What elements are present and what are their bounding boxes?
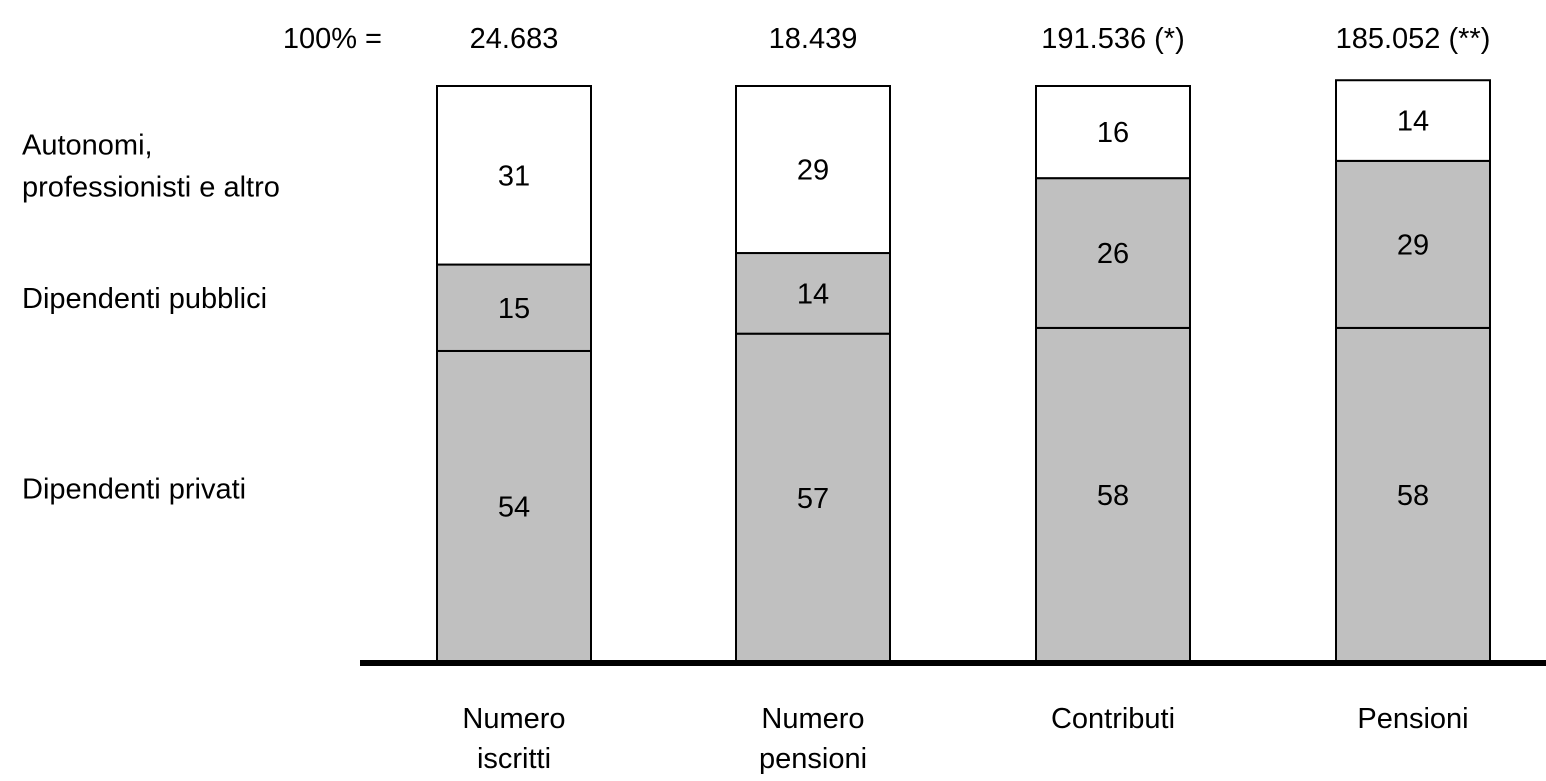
totals-row: 100% = 24.683 18.439 191.536 (*) 185.052 (*… [283,23,1491,55]
bar-segment [436,85,592,266]
bar-segment [1035,177,1191,329]
bar-segment [1335,159,1491,329]
bar-segment [436,349,592,663]
bars [436,79,1491,663]
bar-value-label: 14 [797,278,829,310]
bar-value-label: 14 [1397,106,1429,138]
bar-value-label: 31 [498,160,530,192]
bar-value-label: 58 [1397,480,1429,512]
category-label: iscritti [477,743,551,775]
bar-segment [735,252,891,335]
bar-segment [735,85,891,255]
legend-label: Dipendenti pubblici [22,283,267,315]
bar-segment [436,263,592,352]
legend-label: Dipendenti privati [22,473,246,505]
bar-value-label: 57 [797,483,829,515]
legend-label: Autonomi, [22,129,153,161]
bar-value-label: 29 [1397,229,1429,261]
bar-value-label: 29 [797,155,829,187]
category-label: Numero [462,703,565,735]
bar-total-label: 191.536 (*) [1041,23,1185,55]
legend-label: professionisti e altro [22,171,280,203]
bar-value-label: 54 [498,491,530,523]
bar-segment [735,332,891,663]
bar-value-label: 16 [1097,117,1129,149]
bar-segment [1335,79,1491,162]
category-label: Numero [761,703,864,735]
category-label: Contributi [1051,703,1175,735]
category-labels: Numero iscritti Numero pensioni Contributi Pe… [462,703,1468,775]
category-label: Pensioni [1357,703,1468,735]
bar-total-label: 185.052 (**) [1336,23,1491,55]
bar-segment [1335,326,1491,663]
category-label: pensioni [759,743,867,775]
bar-total-label: 18.439 [769,23,858,55]
bar-value-labels: 54 15 31 57 14 29 58 26 16 58 29 14 [498,106,1429,524]
bar-value-label: 58 [1097,480,1129,512]
series-legend: Dipendenti privati Dipendenti pubblici Aut… [22,129,280,505]
bar-total-label: 24.683 [470,23,559,55]
total-prefix-label: 100% = [283,23,382,55]
bar-value-label: 15 [498,293,530,325]
bar-value-label: 26 [1097,238,1129,270]
bar-segment [1035,85,1191,180]
